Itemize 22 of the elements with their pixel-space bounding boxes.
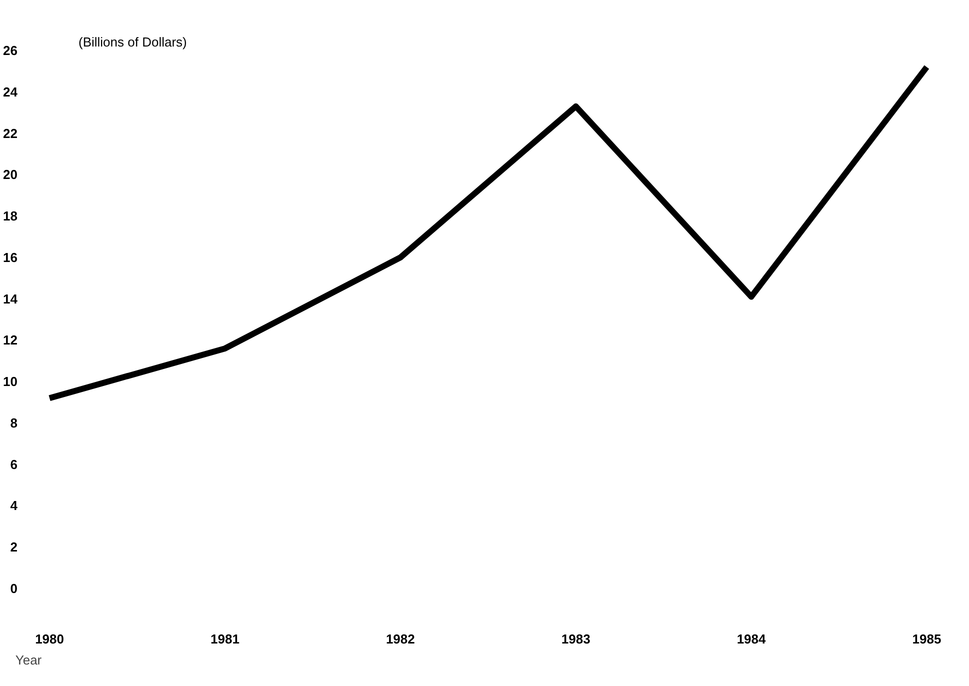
y-tick-label: 14 [3, 291, 18, 306]
x-tick-label: 1982 [386, 632, 415, 646]
y-tick-label: 26 [3, 43, 18, 58]
y-tick-label: 16 [3, 250, 18, 265]
y-tick-label: 0 [10, 581, 18, 596]
x-tick-label: 1985 [912, 632, 942, 646]
y-tick-label: 4 [10, 498, 18, 514]
y-tick-label: 20 [3, 167, 18, 182]
y-tick-label: 2 [10, 540, 18, 555]
x-axis-title: Year [15, 652, 42, 668]
x-tick-label: 1980 [35, 632, 64, 646]
y-tick-label: 22 [3, 126, 18, 141]
y-tick-label: 18 [3, 208, 18, 224]
y-tick-label: 8 [10, 415, 18, 430]
y-tick-label: 6 [10, 456, 18, 472]
y-tick-label: 10 [3, 374, 18, 390]
x-tick-label: 1983 [561, 632, 590, 646]
y-tick-label: 12 [3, 332, 18, 348]
y-axis-title: (Billions of Dollars) [78, 34, 187, 50]
y-tick-label: 24 [3, 84, 18, 100]
x-tick-label: 1981 [210, 632, 240, 646]
x-tick-label: 1984 [736, 632, 767, 646]
